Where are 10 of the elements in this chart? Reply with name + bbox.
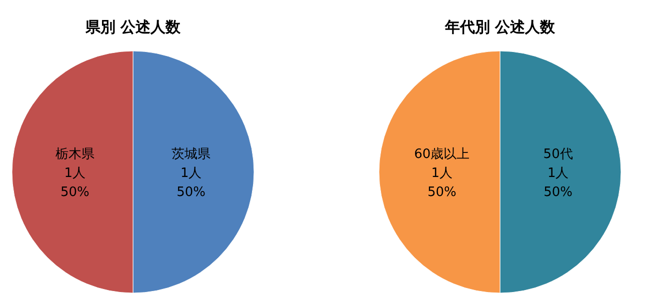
slice-label: 60歳以上 — [414, 147, 470, 162]
data-label: 1人 50% — [427, 166, 456, 200]
slice-label: 栃木県 — [55, 147, 94, 162]
chart-title: 年代別 公述人数 — [444, 18, 556, 36]
slice-label: 50代 — [543, 147, 573, 162]
slice-label: 茨城県 — [172, 147, 211, 162]
data-label: 1人 50% — [60, 166, 90, 200]
chart-title: 県別 公述人数 — [84, 18, 182, 36]
data-label: 1人 50% — [176, 166, 206, 200]
data-label: 1人 50% — [544, 166, 573, 200]
